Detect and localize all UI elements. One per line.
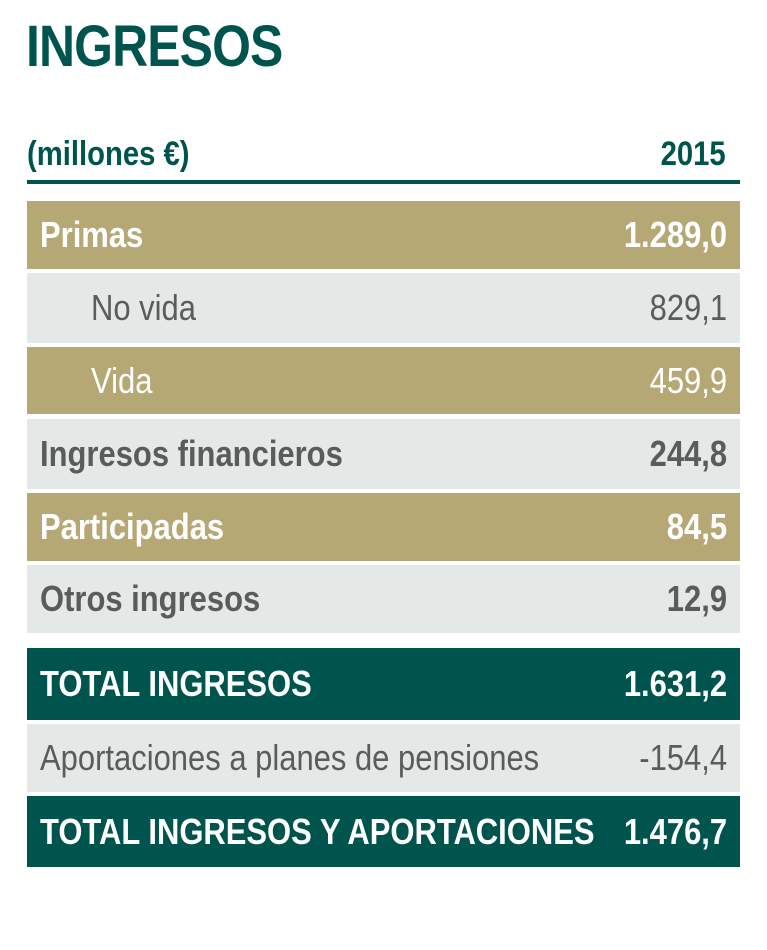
table-row-aportaciones: Aportaciones a planes de pensiones -154,… <box>27 724 740 792</box>
row-label: TOTAL INGRESOS <box>40 663 312 704</box>
row-label: Primas <box>40 214 144 255</box>
table-row-ingresos-financieros: Ingresos financieros 244,8 <box>27 419 740 489</box>
unit-label: (millones €) <box>27 135 190 173</box>
row-value: 244,8 <box>649 433 727 474</box>
row-value: 1.476,7 <box>623 810 727 852</box>
table-row-otros-ingresos: Otros ingresos 12,9 <box>27 565 740 633</box>
row-value: 829,1 <box>649 287 727 328</box>
row-value: 1.289,0 <box>623 214 727 255</box>
table-row-total-ingresos: TOTAL INGRESOS 1.631,2 <box>27 648 740 720</box>
year-column-header: 2015 <box>660 135 726 173</box>
row-label: Vida <box>91 359 153 401</box>
row-label: Aportaciones a planes de pensiones <box>40 737 540 778</box>
income-table: Primas 1.289,0 No vida 829,1 Vida 459,9 … <box>27 201 740 867</box>
row-label: Participadas <box>40 506 225 547</box>
row-label: No vida <box>91 287 196 328</box>
row-label: Otros ingresos <box>40 578 261 619</box>
row-value: 1.631,2 <box>623 663 727 704</box>
row-value: 84,5 <box>666 506 727 547</box>
table-row-primas: Primas 1.289,0 <box>27 201 740 269</box>
row-value: 459,9 <box>649 359 727 401</box>
table-row-no-vida: No vida 829,1 <box>27 273 740 343</box>
table-row-vida: Vida 459,9 <box>27 347 740 414</box>
row-label: TOTAL INGRESOS Y APORTACIONES <box>40 810 595 852</box>
row-value: -154,4 <box>639 737 727 778</box>
table-row-participadas: Participadas 84,5 <box>27 493 740 561</box>
table-row-total-ingresos-aportaciones: TOTAL INGRESOS Y APORTACIONES 1.476,7 <box>27 796 740 867</box>
page-title: INGRESOS <box>26 14 283 79</box>
row-value: 12,9 <box>666 578 727 619</box>
table-header: (millones €) 2015 <box>27 128 740 184</box>
row-label: Ingresos financieros <box>40 433 343 474</box>
